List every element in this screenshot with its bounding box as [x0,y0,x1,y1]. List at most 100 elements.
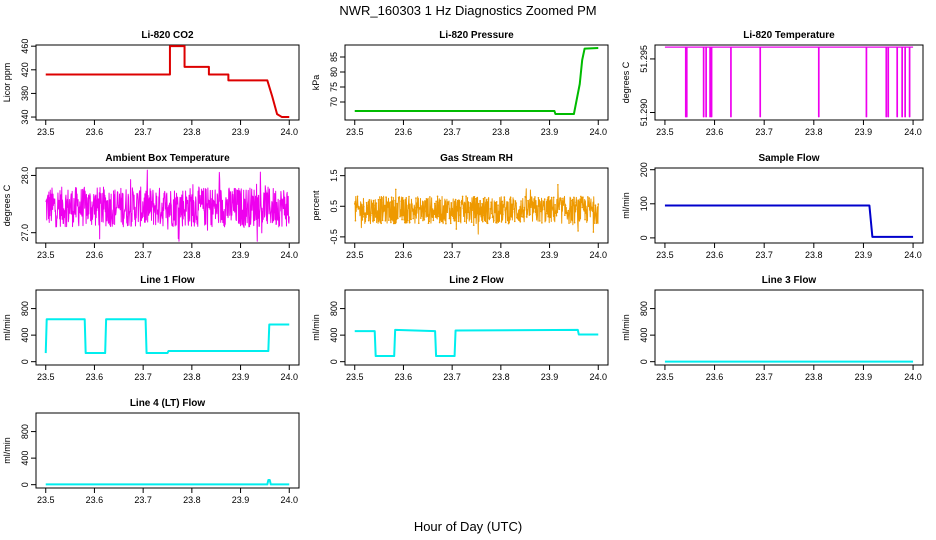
x-tick-label: 24.0 [589,250,607,260]
x-tick-label: 23.5 [656,250,674,260]
data-point [406,221,408,224]
data-point [483,214,485,217]
data-point [381,219,384,222]
y-tick-label: 340 [20,110,30,125]
x-tick-label: 23.8 [183,250,201,260]
data-point [568,208,571,210]
data-point [391,210,394,212]
data-point [401,197,404,199]
y-axis-label: ml/min [621,314,631,341]
data-point [496,218,499,221]
data-point [410,205,413,207]
series-line-box_temp [45,169,290,242]
data-point [466,197,469,199]
data-point [589,204,591,206]
data-point [430,214,433,217]
data-point [476,212,479,215]
series-line-co2 [45,45,290,119]
data-point [438,221,441,224]
data-point [441,220,444,223]
x-tick-label: 23.9 [232,495,250,505]
data-point [381,201,383,204]
data-point [387,206,389,208]
x-tick-label: 23.8 [805,127,823,137]
data-point [478,207,481,209]
data-point [515,202,517,204]
data-point [445,206,448,208]
data-point [512,202,515,205]
y-tick-label: 0.5 [329,200,339,213]
data-point [586,219,588,221]
data-point [596,221,599,223]
panel-licor_temp: Li-820 Temperature 23.5 23.6 23.7 23.8 23.9 24… [621,30,924,137]
data-point [421,208,424,211]
y-tick-label: 51.295 [639,45,649,73]
y-tick-label: 400 [20,451,30,466]
x-tick-label: 23.7 [443,127,461,137]
panel-title: Gas Stream RH [440,153,513,164]
data-point [591,209,593,212]
data-point [385,210,388,213]
data-point [539,205,542,207]
data-point [582,208,585,211]
x-tick-label: 23.9 [855,250,873,260]
data-point [392,219,394,222]
data-point [449,222,452,225]
data-point [465,195,467,198]
x-tick-label: 24.0 [904,372,922,382]
data-point [459,214,461,216]
data-point [367,219,370,222]
data-point [412,217,414,220]
y-tick-label: 75 [329,82,339,92]
data-point [532,210,535,213]
data-point [394,199,396,202]
data-point [437,215,440,218]
y-tick-label: 70 [329,97,339,107]
data-point [472,203,474,206]
data-point [468,207,470,209]
data-point [488,216,491,219]
data-point [514,200,517,202]
panel-title: Li-820 CO2 [141,30,194,41]
y-axis-label: ml/min [311,314,321,341]
data-point [435,200,437,203]
data-point [399,215,401,218]
data-point [454,219,456,222]
data-point [592,231,595,233]
data-point [545,212,547,214]
data-point [354,219,357,222]
data-point [393,213,396,216]
x-tick-label: 23.7 [443,372,461,382]
data-point [420,215,423,217]
data-point [550,199,552,201]
data-point [383,204,386,207]
data-point [456,199,459,202]
data-point [385,196,387,198]
data-point [458,200,460,202]
data-point [526,208,529,211]
data-point [440,213,442,216]
data-point [523,206,526,209]
y-axis-label: ml/min [2,314,12,341]
x-tick-label: 23.6 [706,250,724,260]
y-tick-label: 0 [20,482,30,487]
x-tick-label: 23.8 [183,127,201,137]
x-tick-label: 23.7 [443,250,461,260]
data-point [588,197,591,199]
data-point [402,199,405,202]
x-tick-label: 23.6 [395,372,413,382]
data-point [550,196,553,199]
data-point [422,219,424,222]
data-point [401,218,403,221]
data-point [378,218,380,221]
data-point [433,202,436,205]
data-point [361,219,364,221]
data-point [388,219,390,221]
data-point [573,196,575,199]
data-point [365,212,367,214]
x-tick-label: 23.5 [656,127,674,137]
data-point [543,205,545,207]
data-point [529,213,531,216]
data-point [400,200,403,203]
data-point [587,205,590,208]
